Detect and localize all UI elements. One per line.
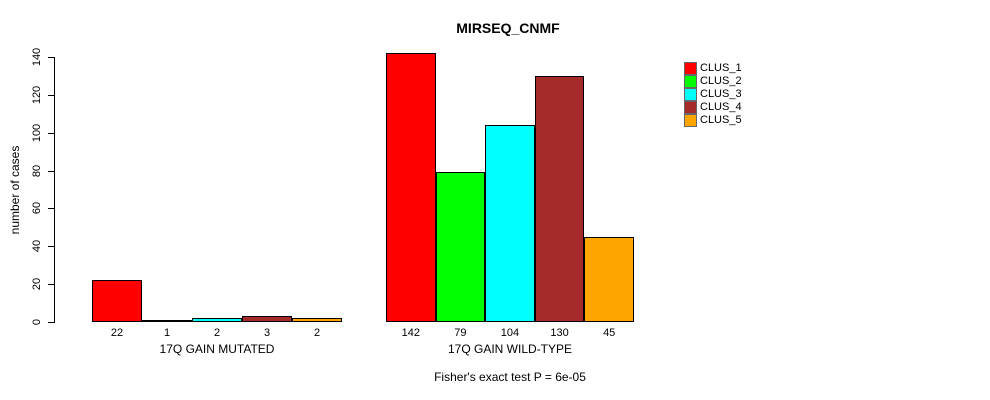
legend-swatch-CLUS_1 (684, 62, 697, 75)
y-tick (48, 284, 55, 286)
bar-CLUS_2 (435, 172, 486, 322)
chart-title: MIRSEQ_CNMF (456, 20, 560, 36)
y-tick (48, 208, 55, 210)
y-tick-label: 60 (31, 202, 43, 215)
bar-value-label: 104 (500, 327, 520, 339)
y-tick (48, 170, 55, 172)
legend-label: CLUS_3 (700, 88, 742, 100)
bar-value-label: 45 (603, 327, 616, 339)
bar-CLUS_3 (485, 125, 535, 322)
bar-value-label: 1 (163, 327, 171, 339)
legend-swatch-CLUS_4 (684, 101, 697, 114)
bar-CLUS_5 (292, 318, 342, 322)
bar-value-label: 2 (313, 327, 321, 339)
bar-value-label: 142 (401, 327, 420, 339)
bar-CLUS_1 (386, 53, 436, 322)
y-tick-label: 20 (31, 278, 43, 291)
y-tick (48, 246, 55, 248)
y-tick (48, 57, 55, 58)
y-tick-label: 120 (31, 85, 43, 105)
bar-CLUS_4 (242, 316, 292, 322)
y-tick-label: 80 (31, 164, 43, 177)
y-tick-label: 140 (31, 47, 43, 67)
y-axis-title: number of cases (8, 145, 22, 235)
bar-CLUS_4 (534, 75, 585, 322)
bar-value-label: 3 (263, 327, 271, 339)
y-tick (48, 132, 55, 134)
group-label: 17Q GAIN MUTATED (159, 342, 275, 356)
bar-value-label: 22 (110, 327, 124, 339)
bar-CLUS_1 (92, 280, 142, 322)
bar-value-label: 130 (550, 327, 569, 339)
legend-swatch-CLUS_3 (684, 88, 697, 101)
legend-swatch-CLUS_5 (684, 114, 697, 127)
legend-label: CLUS_1 (700, 62, 742, 74)
legend-label: CLUS_5 (700, 114, 742, 126)
bar-value-label: 79 (454, 327, 467, 339)
bar-CLUS_3 (192, 318, 242, 322)
bar-CLUS_5 (584, 236, 634, 322)
y-axis-line (54, 57, 55, 323)
footer-note: Fisher's exact test P = 6e-05 (434, 370, 586, 384)
legend-label: CLUS_4 (700, 101, 742, 113)
bar-CLUS_2 (142, 320, 192, 323)
y-tick (48, 94, 55, 96)
y-tick-label: 0 (31, 318, 43, 326)
group-label: 17Q GAIN WILD-TYPE (447, 342, 573, 356)
y-tick-label: 100 (31, 123, 43, 142)
y-tick (48, 322, 55, 323)
y-tick-label: 40 (31, 240, 43, 253)
bar-value-label: 2 (213, 327, 221, 339)
legend-swatch-CLUS_2 (684, 75, 697, 88)
legend-label: CLUS_2 (700, 75, 742, 87)
